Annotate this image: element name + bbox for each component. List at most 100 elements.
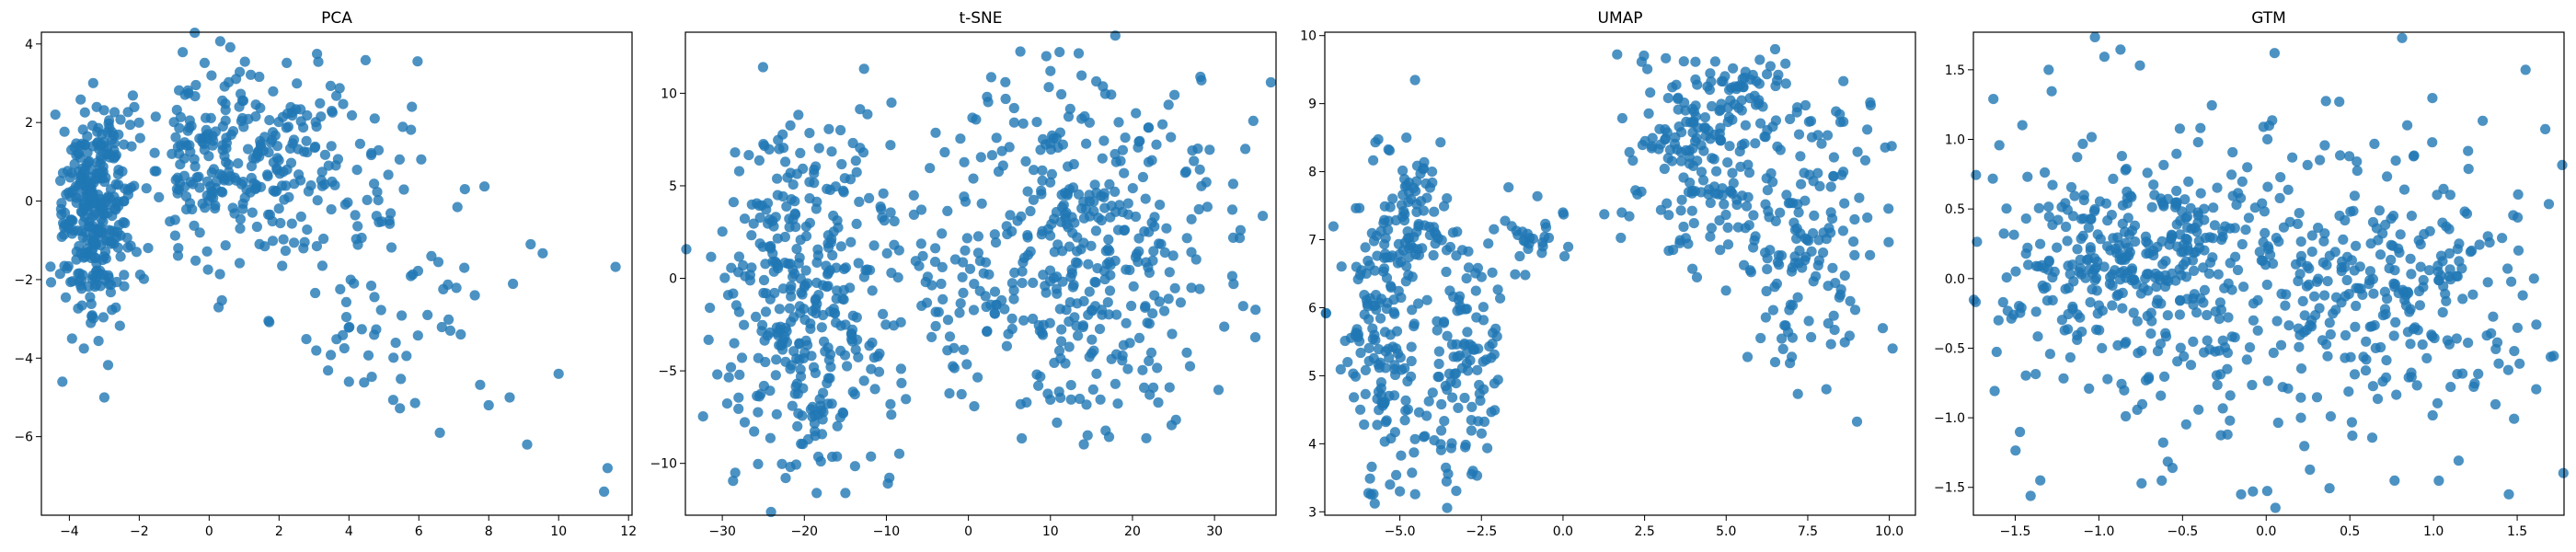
scatter-point — [2437, 217, 2448, 228]
scatter-point — [310, 287, 321, 299]
scatter-point — [2087, 284, 2098, 295]
scatter-point — [2374, 205, 2385, 216]
scatter-point — [1714, 128, 1725, 139]
scatter-point — [2444, 224, 2455, 235]
scatter-point — [880, 319, 891, 330]
scatter-point — [730, 467, 741, 478]
scatter-point — [2513, 212, 2524, 223]
scatter-point — [451, 282, 462, 293]
scatter-point — [2158, 159, 2169, 170]
scatter-point — [1459, 392, 1470, 404]
scatter-point — [432, 257, 444, 268]
scatter-point — [1072, 246, 1083, 257]
scatter-point — [2298, 327, 2309, 338]
scatter-point — [1366, 461, 1377, 472]
scatter-point — [1015, 46, 1026, 57]
scatter-point — [849, 389, 860, 400]
scatter-point — [1636, 56, 1647, 67]
scatter-point — [2295, 412, 2306, 423]
scatter-point — [1391, 469, 1402, 480]
scatter-point — [2069, 190, 2080, 201]
scatter-point — [1164, 267, 1175, 278]
scatter-point — [2083, 222, 2094, 233]
scatter-point — [323, 160, 334, 171]
scatter-point — [729, 338, 740, 349]
scatter-point — [2319, 140, 2330, 151]
scatter-point — [1616, 207, 1627, 218]
scatter-point — [959, 156, 970, 167]
scatter-point — [1411, 206, 1422, 217]
scatter-point — [2463, 338, 2474, 349]
scatter-point — [1442, 193, 1453, 204]
scatter-point — [2557, 159, 2568, 170]
scatter-point — [1420, 431, 1431, 442]
scatter-point — [95, 139, 107, 150]
scatter-point — [1478, 302, 1489, 313]
scatter-point — [1055, 336, 1067, 347]
y-tick-label: −6 — [14, 431, 33, 445]
scatter-point — [2429, 332, 2440, 344]
scatter-point — [390, 338, 401, 349]
scatter-point — [817, 309, 829, 321]
scatter-point — [1351, 202, 1362, 213]
scatter-point — [886, 409, 897, 420]
x-tick-label: 12 — [620, 524, 637, 539]
scatter-point — [857, 147, 869, 158]
scatter-point — [251, 221, 262, 233]
scatter-point — [1805, 116, 1817, 127]
scatter-point — [2349, 190, 2360, 201]
scatter-point — [2274, 192, 2285, 203]
x-tick-label: −1.5 — [1999, 524, 2030, 539]
scatter-point — [2513, 189, 2524, 200]
scatter-point — [1722, 222, 1733, 233]
scatter-point — [302, 224, 313, 236]
scatter-point — [2044, 349, 2055, 360]
scatter-point — [1439, 416, 1450, 427]
scatter-point — [915, 204, 927, 215]
scatter-point — [87, 236, 98, 247]
scatter-point — [915, 238, 926, 249]
scatter-point — [1688, 106, 1699, 117]
scatter-point — [757, 319, 768, 330]
scatter-point — [1750, 138, 1761, 149]
scatter-point — [2351, 300, 2362, 312]
scatter-point — [2015, 426, 2026, 438]
scatter-point — [2108, 233, 2119, 244]
x-tick-label: 7.5 — [1798, 524, 1818, 539]
scatter-point — [122, 242, 133, 253]
scatter-point — [2366, 432, 2378, 443]
scatter-point — [1409, 75, 1420, 86]
scatter-point — [1140, 193, 1151, 204]
scatter-point — [315, 98, 326, 109]
scatter-point — [105, 152, 116, 163]
scatter-point — [2453, 455, 2464, 466]
scatter-point — [807, 305, 818, 316]
scatter-point — [207, 140, 218, 151]
scatter-point — [1971, 169, 1982, 180]
scatter-point — [861, 264, 873, 275]
scatter-point — [806, 351, 817, 362]
scatter-point — [416, 154, 427, 165]
y-tick-label: 3 — [1308, 505, 1317, 520]
scatter-point — [383, 169, 394, 180]
scatter-point — [786, 194, 797, 205]
scatter-point — [277, 111, 288, 122]
scatter-point — [1020, 155, 1031, 167]
scatter-point — [1087, 305, 1098, 316]
scatter-point — [1000, 76, 1011, 87]
scatter-point — [2072, 309, 2083, 320]
scatter-point — [74, 276, 85, 287]
scatter-point — [2528, 273, 2539, 284]
scatter-point — [1053, 345, 1065, 356]
scatter-point — [1181, 233, 1192, 244]
scatter-point — [2237, 176, 2248, 187]
scatter-point — [868, 240, 880, 251]
scatter-point — [2193, 404, 2204, 415]
scatter-point — [2242, 162, 2253, 173]
panel-4: GTM−1.5 −1.0 −0.5 0.0 0.5 1.0 1.5−1.5−1.0−0.50… — [1934, 9, 2569, 539]
scatter-point — [937, 261, 948, 272]
scatter-point — [1435, 137, 1446, 148]
scatter-point — [2047, 219, 2058, 230]
scatter-point — [2237, 238, 2248, 250]
